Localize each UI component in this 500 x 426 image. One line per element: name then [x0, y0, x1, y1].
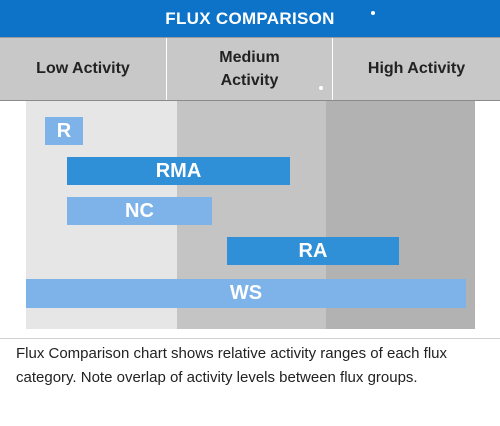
column-medium-activity-line2: Activity [220, 72, 279, 89]
column-high-activity-label: High Activity [367, 60, 466, 78]
chart-caption: Flux Comparison chart shows relative act… [16, 345, 448, 386]
column-divider [166, 38, 167, 100]
activity-header-row: Low Activity Medium Activity High Activi… [0, 37, 500, 101]
bar-ws-label: WS [229, 282, 263, 304]
column-low-activity-label: Low Activity [36, 60, 130, 78]
column-divider [332, 38, 333, 100]
decorative-dot-header [319, 86, 323, 90]
bar-rma: RMA [67, 157, 290, 185]
bar-ra: RA [227, 237, 399, 265]
column-high-activity: High Activity [333, 38, 500, 100]
bar-nc-label: NC [125, 199, 154, 222]
bar-ws: WS [26, 279, 466, 308]
bar-nc: NC [67, 197, 212, 225]
column-medium-activity: Medium Activity [167, 38, 332, 100]
activity-range-chart: R RMA NC RA WS [26, 101, 475, 329]
chart-bottom-divider [0, 338, 500, 339]
bar-ra-label: RA [298, 239, 328, 262]
decorative-dot-top [371, 11, 375, 15]
chart-title: FLUX COMPARISON [165, 8, 335, 28]
bar-r-label: R [56, 119, 72, 142]
bar-r: R [45, 117, 83, 145]
bar-rma-label: RMA [155, 159, 202, 182]
chart-title-bar: FLUX COMPARISON [0, 0, 500, 37]
column-low-activity: Low Activity [0, 38, 166, 100]
column-medium-activity-line1: Medium [219, 48, 280, 66]
